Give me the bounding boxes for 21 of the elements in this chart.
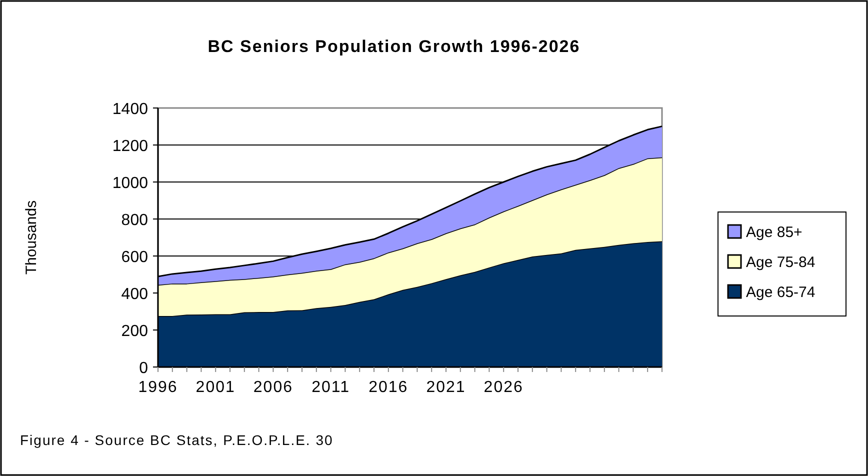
chart-title: BC Seniors Population Growth 1996-2026 [208, 37, 580, 56]
y-tick-label: 400 [121, 286, 148, 303]
x-tick-label: 2006 [253, 379, 293, 396]
x-tick-label: 2001 [196, 379, 236, 396]
x-tick-label: 2021 [426, 379, 466, 396]
y-tick-label: 800 [121, 212, 148, 229]
y-tick-label: 1400 [112, 101, 148, 118]
y-tick-label: 1200 [112, 138, 148, 155]
legend-label: Age 75-84 [746, 254, 816, 271]
y-tick-label: 600 [121, 249, 148, 266]
y-tick-label: 200 [121, 323, 148, 340]
x-tick-label: 2011 [312, 379, 350, 396]
y-axis-title: Thousands [23, 200, 40, 275]
legend-label: Age 85+ [746, 224, 803, 241]
x-tick-label: 2016 [368, 379, 408, 396]
y-tick-label: 1000 [112, 175, 148, 192]
x-tick-label: 2026 [484, 379, 524, 396]
x-tick-label: 1996 [138, 379, 178, 396]
legend-label: Age 65-74 [746, 284, 816, 301]
caption: Figure 4 - Source BC Stats, P.E.O.P.L.E. 30 [20, 432, 334, 448]
y-tick-label: 0 [139, 360, 148, 377]
